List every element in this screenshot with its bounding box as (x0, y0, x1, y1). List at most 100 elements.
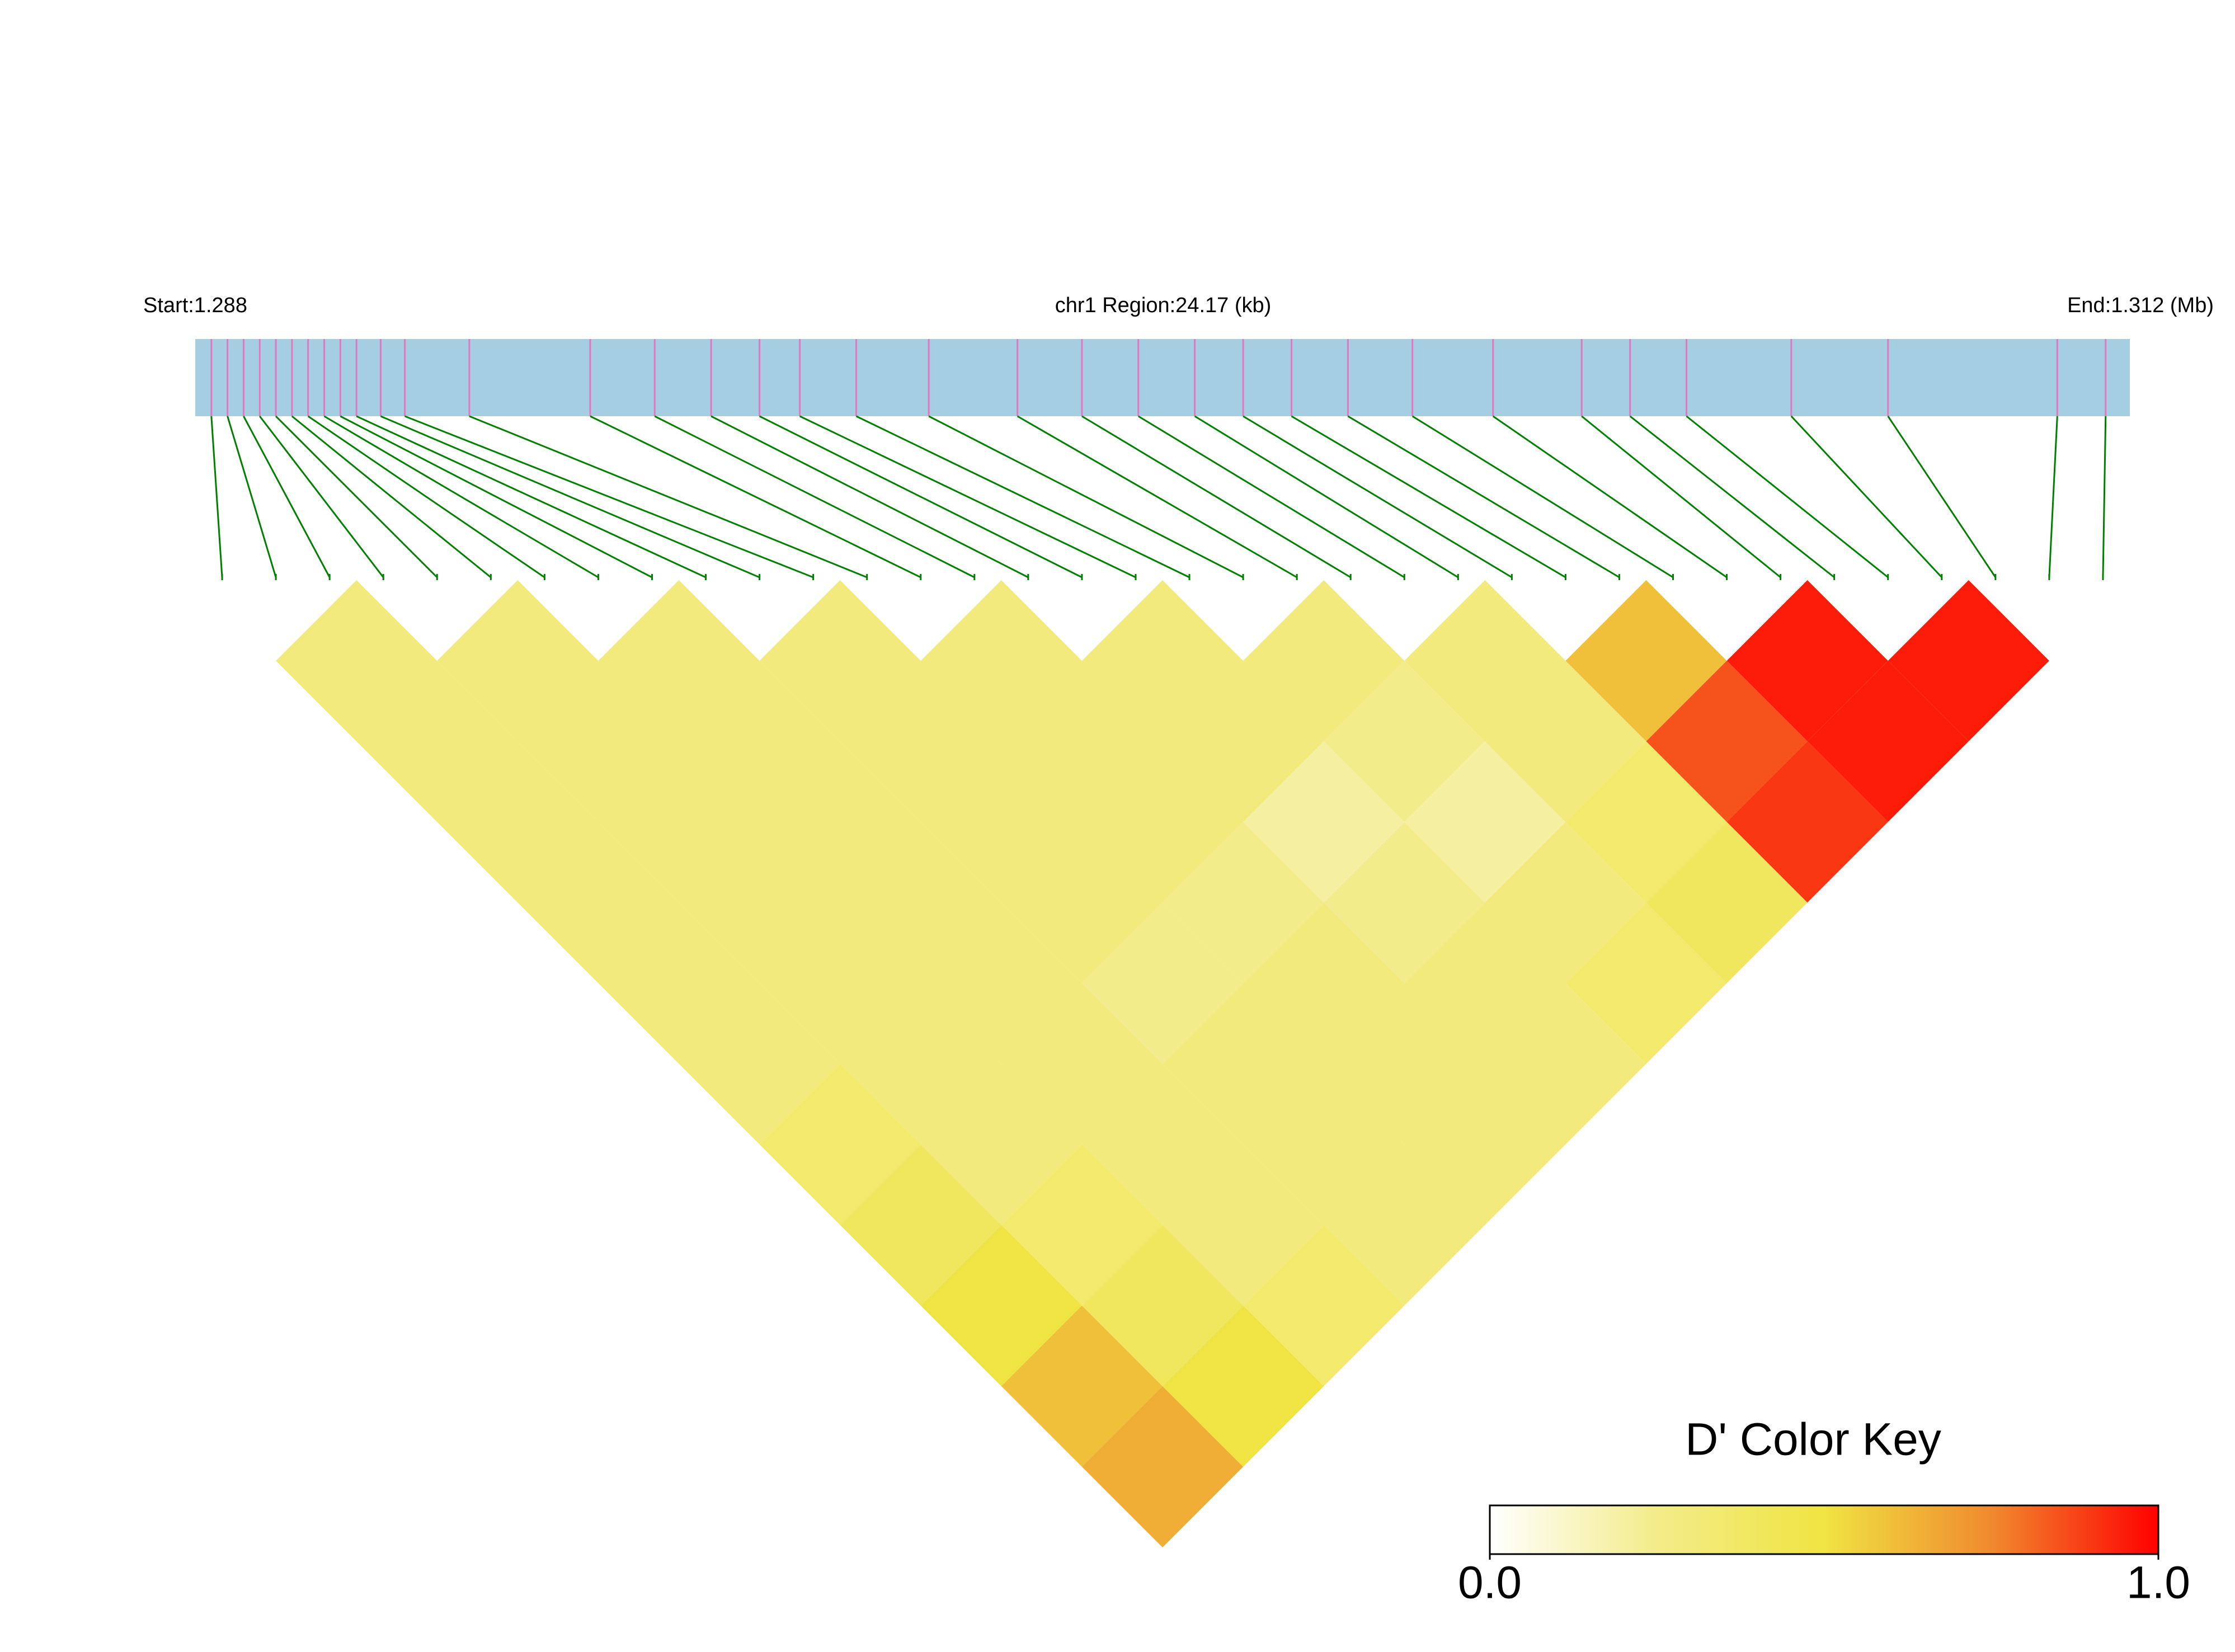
snp-connector (210, 416, 223, 578)
snp-connector (1411, 415, 1674, 578)
snp-connector (469, 415, 868, 578)
ld-cell (1001, 1305, 1163, 1467)
color-key-title: D' Color Key (1685, 1414, 1941, 1465)
snp-connector (590, 415, 921, 578)
region-label: chr1 Region:24.17 (kb) (1055, 294, 1272, 317)
ld-cell (840, 822, 1001, 983)
ld-cell (1081, 580, 1244, 742)
ld-cell (1726, 741, 1888, 903)
ld-cell (759, 580, 921, 742)
ld-cell (920, 1225, 1082, 1386)
ld-cell (437, 580, 599, 742)
snp-connector (1492, 415, 1728, 578)
snp-connector (2102, 416, 2107, 578)
ld-cell (598, 741, 760, 903)
ld-cell (840, 1144, 1001, 1306)
snp-connector (855, 415, 1190, 578)
ld-cell (1243, 1225, 1405, 1386)
ld-cell (1807, 661, 1969, 822)
snp-connector (380, 415, 760, 578)
snp-connector (711, 415, 1029, 578)
ld-cell (1888, 580, 2049, 742)
ld-cell (1485, 661, 1646, 822)
ld-cell (1404, 1063, 1566, 1225)
ld-cell (1001, 983, 1163, 1145)
snp-connector (1686, 415, 1889, 578)
ld-cell (1404, 741, 1566, 903)
snp-connector (1017, 415, 1297, 578)
ld-cell (759, 902, 921, 1064)
snp-connector (291, 415, 492, 578)
snp-connector (1194, 415, 1459, 578)
snp-connector (654, 415, 975, 578)
ld-cell (1163, 983, 1324, 1145)
snp-connector (356, 415, 707, 578)
snp-connector (307, 415, 545, 578)
ld-cell (1485, 983, 1646, 1145)
ld-cell (1001, 822, 1163, 983)
snp-connector (1790, 415, 1942, 578)
color-key-tick-label: 0.0 (1458, 1557, 1522, 1608)
ld-cell (759, 741, 921, 903)
ld-cell (1324, 1144, 1485, 1306)
ld-cell (1163, 1305, 1324, 1467)
ld-cell (1726, 580, 1888, 742)
snp-connector (1347, 415, 1620, 578)
snp-connector (1081, 415, 1351, 578)
ld-cell (1081, 902, 1244, 1064)
snp-connector (404, 415, 814, 578)
start-label: Start:1.288 (143, 294, 247, 317)
color-key-bar (1489, 1504, 2159, 1555)
snp-connector (799, 415, 1136, 578)
ld-cell (1243, 902, 1405, 1064)
snp-connector (259, 416, 384, 578)
ld-cell (1163, 1144, 1324, 1306)
ld-cell (598, 580, 760, 742)
ld-cell (1081, 741, 1244, 903)
ld-cell (356, 661, 518, 822)
snp-connector (1581, 415, 1781, 578)
ld-cell (1324, 822, 1485, 983)
ld-cell (1243, 741, 1405, 903)
ld-cell (276, 580, 437, 742)
snp-connector (227, 416, 277, 578)
snp-connector (928, 415, 1244, 578)
ld-cell (920, 1063, 1082, 1225)
snp-connector (275, 415, 438, 578)
ld-cell (1243, 580, 1405, 742)
ld-cell (1001, 661, 1163, 822)
snp-connector (340, 415, 653, 578)
ld-cell (1565, 580, 1727, 742)
ld-cell (679, 983, 840, 1145)
ld-cell (1565, 741, 1727, 903)
ld-cell (517, 822, 679, 983)
position-bar (195, 339, 2130, 416)
ld-cell (598, 902, 760, 1064)
ld-cell (1565, 902, 1727, 1064)
ld-cell (1243, 1063, 1405, 1225)
ld-cell (840, 983, 1001, 1145)
ld-cell (517, 661, 679, 822)
ld-cell (840, 661, 1001, 822)
snp-connector (1887, 416, 1997, 578)
snp-connector (1291, 415, 1566, 578)
ld-cell (1081, 1063, 1244, 1225)
snp-connector (1243, 415, 1513, 578)
snp-connector (243, 416, 331, 578)
end-label: End:1.312 (Mb) (2067, 294, 2214, 317)
snp-connector (1137, 415, 1405, 578)
ld-cell (1646, 822, 1808, 983)
snp-connector (2048, 416, 2058, 578)
snp-connector (323, 415, 599, 578)
ld-cell (1001, 1144, 1163, 1306)
ld-cell (437, 741, 599, 903)
snp-connector (759, 415, 1083, 578)
color-key-tick-label: 1.0 (2126, 1557, 2190, 1608)
ld-cell (1081, 1386, 1244, 1547)
ld-cell (920, 741, 1082, 903)
ld-cell (1324, 661, 1485, 822)
ld-cell (1081, 1225, 1244, 1386)
ld-cell (1485, 822, 1646, 983)
